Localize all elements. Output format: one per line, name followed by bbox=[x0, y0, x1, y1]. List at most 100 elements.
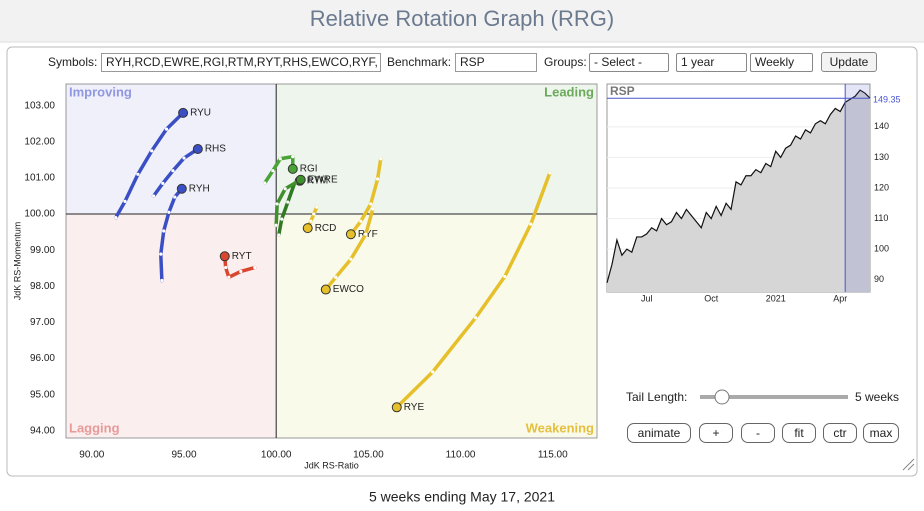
tail-point bbox=[123, 199, 127, 203]
series-label: RHS bbox=[205, 144, 226, 155]
control-button[interactable]: ctr bbox=[823, 423, 857, 443]
y-tick-label: 95.00 bbox=[30, 389, 55, 400]
slider-knob[interactable] bbox=[714, 389, 730, 405]
tail-point bbox=[431, 370, 435, 374]
tail-point bbox=[162, 229, 166, 233]
tail-point bbox=[160, 278, 164, 283]
y-tick-label: 99.00 bbox=[30, 245, 55, 256]
mini-title: RSP bbox=[610, 84, 635, 98]
period-select[interactable]: 1 year bbox=[676, 53, 747, 72]
x-tick-label: 2021 bbox=[766, 293, 786, 303]
plot-frame bbox=[65, 83, 598, 439]
tail-point bbox=[277, 233, 281, 237]
series-label: RYE bbox=[404, 402, 425, 413]
y-tick-label: 100.00 bbox=[24, 209, 55, 220]
series-label: RYT bbox=[232, 251, 252, 262]
head bbox=[302, 223, 313, 234]
y-tick-label: 101.00 bbox=[24, 173, 55, 184]
footer: 5 weeks ending May 17, 2021 bbox=[369, 489, 555, 505]
x-tick-label: Oct bbox=[704, 293, 719, 303]
tail-point bbox=[548, 171, 552, 175]
y-tick-label: 98.00 bbox=[30, 281, 55, 292]
tail-point bbox=[239, 269, 243, 274]
tail-point bbox=[274, 223, 278, 227]
x-tick-label: Jul bbox=[641, 293, 653, 303]
groups-label: Groups: bbox=[544, 55, 587, 69]
tail-point bbox=[271, 169, 275, 173]
groups-select[interactable]: - Select - bbox=[589, 53, 669, 72]
tail-point bbox=[151, 194, 156, 198]
tail-length-label: Tail Length: bbox=[626, 390, 688, 404]
head bbox=[192, 144, 203, 155]
series-label: RYH bbox=[189, 183, 210, 194]
quadrant-label: Weakening bbox=[526, 420, 594, 435]
series-label: EWCO bbox=[333, 284, 364, 295]
x-tick-label: 110.00 bbox=[446, 450, 476, 461]
control-button[interactable]: fit bbox=[782, 423, 816, 443]
tail-point bbox=[182, 156, 186, 160]
y-tick-label: 110 bbox=[874, 213, 888, 223]
quadrant bbox=[276, 84, 597, 215]
frequency-select[interactable]: Weekly bbox=[750, 53, 813, 72]
control-button[interactable]: max bbox=[863, 423, 899, 443]
tail-point bbox=[309, 219, 313, 223]
quadrant-label: Leading bbox=[544, 84, 594, 99]
tail-point bbox=[278, 157, 282, 161]
symbols-input[interactable]: RYH,RCD,EWRE,RGI,RTM,RYT,RHS,EWCO,RYF, bbox=[101, 53, 381, 72]
tail-window bbox=[845, 84, 870, 292]
head bbox=[178, 107, 189, 118]
symbols-label: Symbols: bbox=[48, 55, 98, 69]
tail-point bbox=[375, 177, 380, 181]
y-tick-label: 94.00 bbox=[30, 425, 55, 436]
y-tick-label: 102.00 bbox=[24, 136, 55, 147]
tail-point bbox=[315, 205, 319, 209]
control-button[interactable]: + bbox=[699, 423, 733, 443]
benchmark-input[interactable]: RSP bbox=[455, 53, 537, 72]
y-tick-label: 130 bbox=[874, 152, 889, 162]
tail-point bbox=[253, 265, 257, 270]
tail-point bbox=[371, 207, 375, 211]
head bbox=[176, 183, 187, 194]
tail-point bbox=[369, 202, 373, 206]
tail-point bbox=[280, 217, 284, 221]
update-button[interactable]: Update bbox=[821, 52, 877, 72]
control-button[interactable]: - bbox=[741, 423, 775, 443]
quadrant-label: Improving bbox=[69, 84, 132, 99]
area bbox=[607, 90, 870, 292]
tail-length-value: 5 weeks bbox=[855, 390, 900, 404]
y-tick-label: 140 bbox=[874, 121, 889, 131]
tail-point bbox=[227, 275, 231, 279]
series-label: RYU bbox=[190, 108, 211, 119]
tail-point bbox=[136, 172, 140, 176]
tail-point bbox=[334, 275, 338, 279]
head bbox=[219, 251, 230, 262]
head bbox=[295, 174, 306, 185]
series-label: RYF bbox=[358, 229, 378, 240]
y-tick-label: 97.00 bbox=[30, 317, 55, 328]
last-value-label: 149.35 bbox=[873, 95, 901, 105]
series-label: RTM bbox=[307, 175, 328, 186]
tail-point bbox=[359, 219, 363, 223]
head bbox=[287, 163, 298, 174]
tail-point bbox=[173, 195, 177, 199]
y-tick-label: 120 bbox=[874, 182, 889, 192]
tail-point bbox=[286, 200, 290, 204]
tail-point bbox=[161, 181, 165, 185]
tail-point bbox=[349, 257, 353, 261]
series-label: RCD bbox=[315, 223, 337, 234]
line bbox=[606, 89, 871, 283]
tail-point bbox=[150, 149, 154, 153]
tail-point bbox=[474, 316, 478, 320]
tail bbox=[395, 171, 552, 410]
control-button[interactable]: animate bbox=[627, 423, 691, 443]
tail-point bbox=[283, 187, 287, 191]
series-label: RGI bbox=[300, 164, 318, 175]
quadrant bbox=[66, 84, 277, 215]
x-tick-label: 95.00 bbox=[171, 450, 196, 461]
tail-point bbox=[164, 127, 169, 131]
quadrant bbox=[66, 214, 277, 438]
head bbox=[320, 284, 331, 295]
tail-point bbox=[312, 212, 316, 216]
y-tick-label: 96.00 bbox=[30, 353, 55, 364]
